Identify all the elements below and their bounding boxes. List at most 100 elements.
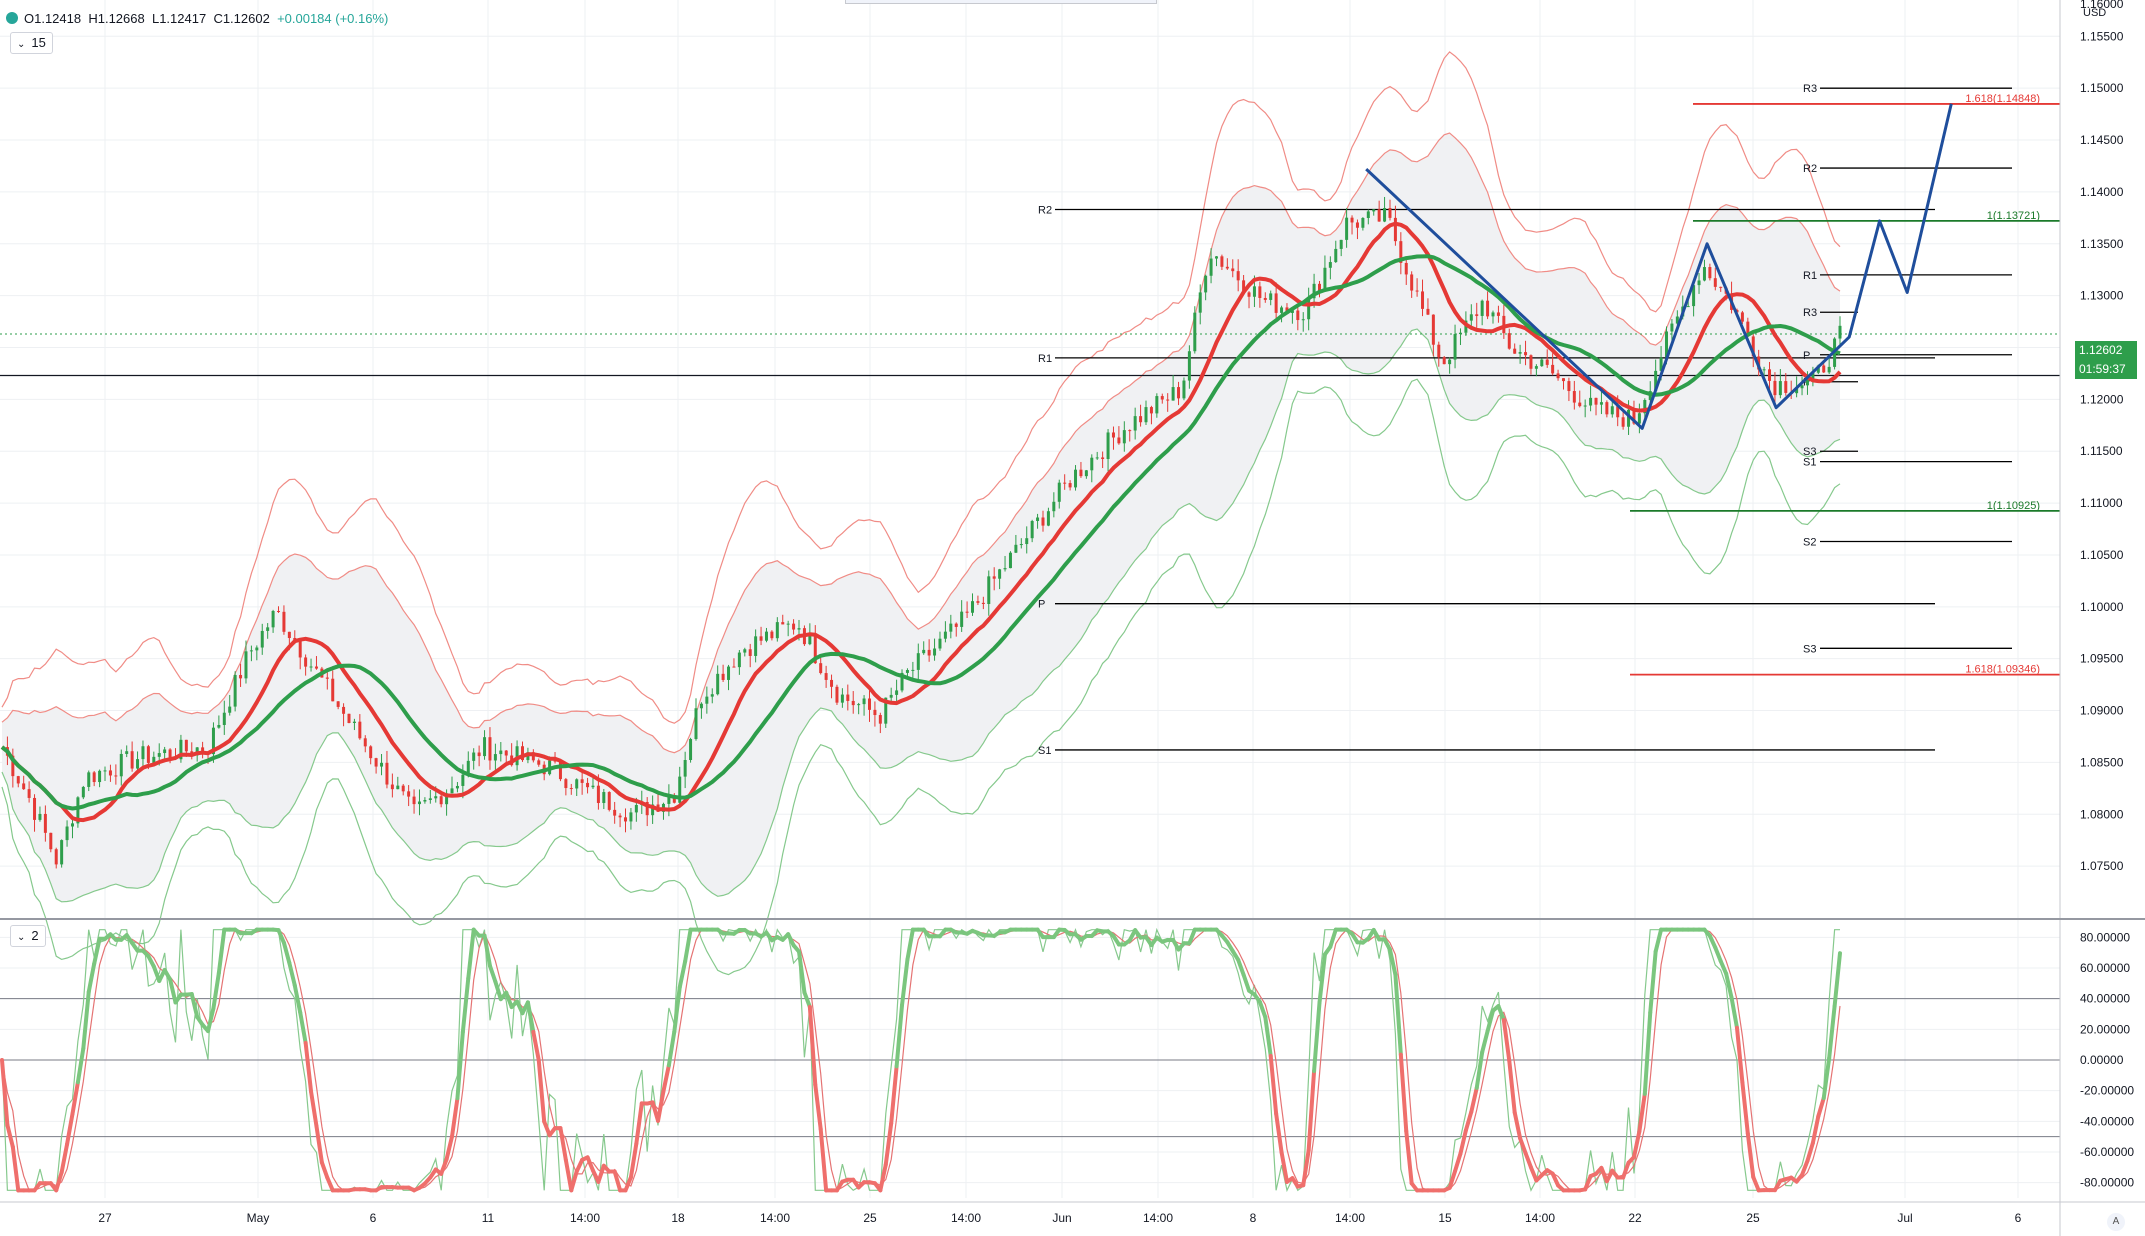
- osc-signal-segment: [314, 1124, 324, 1165]
- candle-body: [374, 758, 378, 767]
- osc-signal-segment: [189, 992, 200, 1019]
- candle-body: [1399, 241, 1403, 263]
- candle-body: [1383, 208, 1387, 222]
- candle-body: [1090, 457, 1094, 471]
- main-pane-collapse[interactable]: ⌄ 15: [10, 32, 53, 54]
- lower-band-outer: [1, 378, 1841, 976]
- osc-signal-segment: [1653, 927, 1664, 954]
- candle-body: [905, 670, 909, 673]
- osc-signal-segment: [1447, 1169, 1458, 1190]
- candle-body: [992, 576, 996, 579]
- projection-path: [1365, 103, 1953, 430]
- pivot-r2-label: R2: [1038, 205, 1052, 217]
- ma-slow-line: [0, 254, 1841, 811]
- candle-body: [412, 796, 416, 805]
- candle-body: [1177, 387, 1181, 399]
- osc-signal-segment: [1729, 995, 1739, 1030]
- osc-signal-segment: [450, 1096, 460, 1139]
- candle-body: [1540, 359, 1544, 367]
- candle-body: [1675, 316, 1679, 324]
- auto-scale-button[interactable]: A: [2107, 1213, 2125, 1231]
- candle-body: [1437, 344, 1441, 358]
- osc-signal-segment: [439, 1157, 449, 1176]
- osc-signal-segment: [1312, 1000, 1322, 1074]
- osc-signal-segment: [683, 927, 693, 964]
- candle-body: [1800, 385, 1804, 389]
- osc-tick-label: 20.00000: [2080, 1022, 2130, 1036]
- candle-body: [1762, 369, 1766, 371]
- time-tick-label: Jun: [1052, 1211, 1071, 1225]
- candle-body: [1697, 280, 1701, 286]
- countdown-tag: 01:59:37: [2075, 360, 2137, 379]
- candle-body: [569, 788, 573, 790]
- candle-body: [499, 750, 503, 755]
- osc-signal-segment: [1832, 951, 1842, 1009]
- candle-body: [1057, 482, 1061, 502]
- candle-body: [1231, 268, 1235, 272]
- candle-body: [792, 623, 796, 630]
- candle-body: [553, 760, 557, 762]
- candle-body: [819, 663, 823, 674]
- candle-body: [22, 783, 26, 790]
- osc-signal-segment: [466, 927, 476, 981]
- candle-body: [889, 694, 893, 698]
- osc-signal-segment: [531, 1029, 541, 1063]
- candle-body: [1003, 568, 1007, 570]
- osc-signal-segment: [900, 957, 910, 1008]
- candle-body: [1448, 359, 1452, 365]
- osc-signal-segment: [1528, 1165, 1539, 1183]
- candle-body: [255, 647, 259, 651]
- osc-signal-segment: [1724, 971, 1734, 1000]
- candle-body: [1366, 211, 1370, 218]
- candle-body: [287, 631, 291, 639]
- candle-body: [867, 698, 871, 710]
- candle-body: [179, 739, 183, 760]
- candle-body: [1442, 357, 1446, 365]
- candle-body: [1128, 430, 1132, 432]
- candle-body: [954, 623, 958, 627]
- candle-body: [873, 709, 877, 716]
- candle-body: [618, 815, 622, 818]
- candle-body: [1795, 388, 1799, 394]
- osc-signal-segment: [1810, 1114, 1821, 1145]
- time-tick-label: 22: [1628, 1211, 1642, 1225]
- candle-body: [927, 649, 931, 656]
- candle-body: [1041, 517, 1045, 526]
- candle-body: [76, 797, 80, 824]
- candle-body: [846, 694, 850, 701]
- pivot-p-label: P: [1038, 599, 1045, 611]
- top-handle[interactable]: [845, 0, 1157, 4]
- osc-signal-segment: [1458, 1128, 1468, 1156]
- pivot-week-r3-label: R3: [1803, 83, 1817, 95]
- candle-body: [358, 721, 362, 739]
- candle-body: [596, 785, 600, 804]
- candle-body: [689, 739, 693, 761]
- osc-signal-segment: [672, 985, 682, 1034]
- candle-body: [1355, 222, 1359, 228]
- osc-signal-segment: [211, 970, 221, 1011]
- osc-signal-segment: [905, 927, 915, 962]
- harmonic-projection[interactable]: [1365, 103, 1953, 430]
- time-tick-label: 15: [1438, 1211, 1452, 1225]
- osc-pane-collapse[interactable]: ⌄ 2: [10, 925, 46, 947]
- candle-body: [781, 622, 785, 625]
- candle-body: [721, 673, 725, 680]
- pivot-week-r1-label: R1: [1803, 270, 1817, 282]
- osc-signal-segment: [1734, 1025, 1745, 1085]
- candle-body: [347, 713, 351, 723]
- candle-body: [933, 648, 937, 656]
- osc-signal-segment: [1713, 945, 1723, 964]
- candle-body: [1670, 323, 1674, 332]
- osc-tick-label: 40.00000: [2080, 992, 2130, 1006]
- candle-body: [81, 786, 85, 798]
- candle-body: [201, 747, 205, 752]
- candle-body: [49, 832, 53, 850]
- candle-body: [759, 636, 763, 641]
- osc-signal-segment: [894, 1003, 905, 1069]
- osc-signal-segment: [1469, 1085, 1479, 1114]
- osc-signal-segment: [325, 1175, 335, 1193]
- candle-body: [1014, 544, 1018, 553]
- candle-body: [1740, 312, 1744, 322]
- candle-body: [1269, 293, 1273, 300]
